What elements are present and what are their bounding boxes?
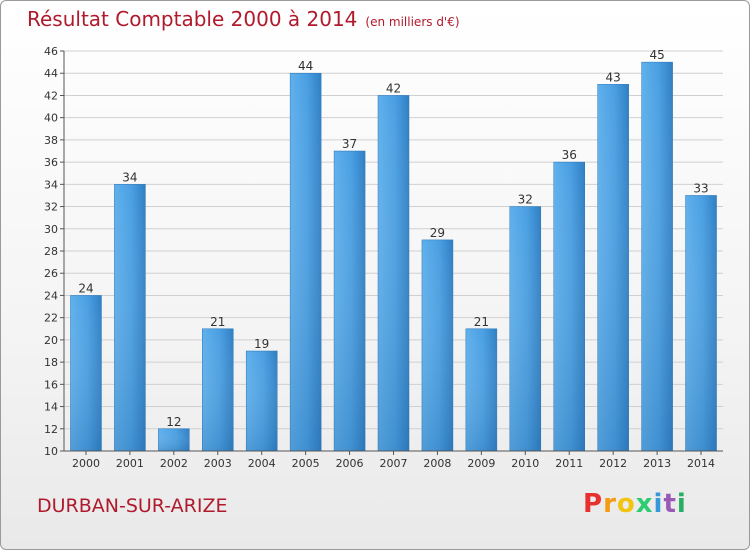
y-tick-label: 32 bbox=[44, 201, 58, 214]
x-tick-label: 2005 bbox=[292, 457, 320, 470]
x-tick-label: 2002 bbox=[160, 457, 188, 470]
bar-shade bbox=[334, 151, 366, 451]
bar-value-label: 21 bbox=[474, 315, 489, 329]
y-tick-label: 34 bbox=[44, 178, 58, 191]
bar-value-label: 32 bbox=[518, 193, 533, 207]
y-tick-label: 20 bbox=[44, 334, 58, 347]
x-tick-label: 2008 bbox=[423, 457, 451, 470]
bar-value-label: 36 bbox=[562, 148, 577, 162]
logo-letter: P bbox=[583, 489, 604, 519]
bar-value-label: 44 bbox=[298, 59, 313, 73]
bar-shade bbox=[553, 162, 585, 451]
bar-value-label: 21 bbox=[210, 315, 225, 329]
y-tick-label: 16 bbox=[44, 378, 58, 391]
x-tick-label: 2000 bbox=[72, 457, 100, 470]
bar-value-label: 24 bbox=[78, 281, 93, 295]
y-tick-label: 44 bbox=[44, 67, 58, 80]
y-tick-label: 18 bbox=[44, 356, 58, 369]
x-tick-label: 2006 bbox=[336, 457, 364, 470]
chart-subtitle: (en milliers d'€) bbox=[365, 15, 460, 29]
bar-value-label: 45 bbox=[649, 48, 664, 62]
y-tick-label: 10 bbox=[44, 445, 58, 458]
logo-letter: r bbox=[603, 489, 617, 519]
bar-value-label: 33 bbox=[693, 181, 708, 195]
logo-letter: i bbox=[676, 489, 687, 519]
bar-shade bbox=[246, 351, 278, 451]
y-tick-label: 22 bbox=[44, 312, 58, 325]
x-tick-label: 2004 bbox=[248, 457, 276, 470]
bar-shade bbox=[421, 239, 453, 451]
proxiti-logo: Proxiti bbox=[583, 489, 687, 519]
bar-shade bbox=[378, 95, 409, 451]
bar-shade bbox=[465, 328, 497, 451]
logo-letter: t bbox=[663, 489, 677, 519]
y-tick-label: 26 bbox=[44, 267, 58, 280]
x-tick-label: 2012 bbox=[599, 457, 627, 470]
y-tick-label: 42 bbox=[44, 89, 58, 102]
bar-shade bbox=[158, 428, 190, 451]
x-tick-label: 2014 bbox=[687, 457, 715, 470]
y-tick-label: 12 bbox=[44, 423, 58, 436]
chart-title-text: Résultat Comptable 2000 à 2014 bbox=[27, 7, 358, 31]
x-tick-label: 2001 bbox=[116, 457, 144, 470]
x-tick-label: 2009 bbox=[467, 457, 495, 470]
y-tick-label: 30 bbox=[44, 223, 58, 236]
chart-title: Résultat Comptable 2000 à 2014 (en millie… bbox=[27, 7, 460, 31]
y-tick-label: 38 bbox=[44, 134, 58, 147]
bar-shade bbox=[290, 73, 322, 451]
bar-value-label: 29 bbox=[430, 226, 445, 240]
bar-shade bbox=[509, 206, 541, 451]
x-tick-label: 2003 bbox=[204, 457, 232, 470]
bar-value-label: 43 bbox=[606, 70, 621, 84]
bar-shade bbox=[641, 62, 673, 451]
bar-shade bbox=[70, 295, 102, 451]
commune-name: DURBAN-SUR-ARIZE bbox=[37, 495, 228, 517]
y-tick-label: 14 bbox=[44, 401, 58, 414]
x-tick-label: 2007 bbox=[380, 457, 408, 470]
x-tick-label: 2013 bbox=[643, 457, 671, 470]
bar-shade bbox=[685, 195, 717, 451]
bar-value-label: 37 bbox=[342, 137, 357, 151]
bar-value-label: 34 bbox=[122, 170, 137, 184]
y-tick-label: 46 bbox=[44, 45, 58, 58]
bar-shade bbox=[114, 184, 146, 452]
y-tick-label: 40 bbox=[44, 112, 58, 125]
y-tick-label: 24 bbox=[44, 289, 58, 302]
bar-value-label: 42 bbox=[386, 81, 401, 95]
y-tick-label: 36 bbox=[44, 156, 58, 169]
logo-letter: i bbox=[653, 489, 664, 519]
logo-letter: o bbox=[616, 489, 636, 519]
y-tick-label: 28 bbox=[44, 245, 58, 258]
bar-value-label: 12 bbox=[166, 415, 181, 429]
bar-shade bbox=[202, 328, 234, 451]
bar-shade bbox=[597, 84, 629, 451]
x-tick-label: 2011 bbox=[555, 457, 583, 470]
logo-letter: x bbox=[635, 489, 654, 519]
x-tick-label: 2010 bbox=[511, 457, 539, 470]
bar-value-label: 19 bbox=[254, 337, 269, 351]
